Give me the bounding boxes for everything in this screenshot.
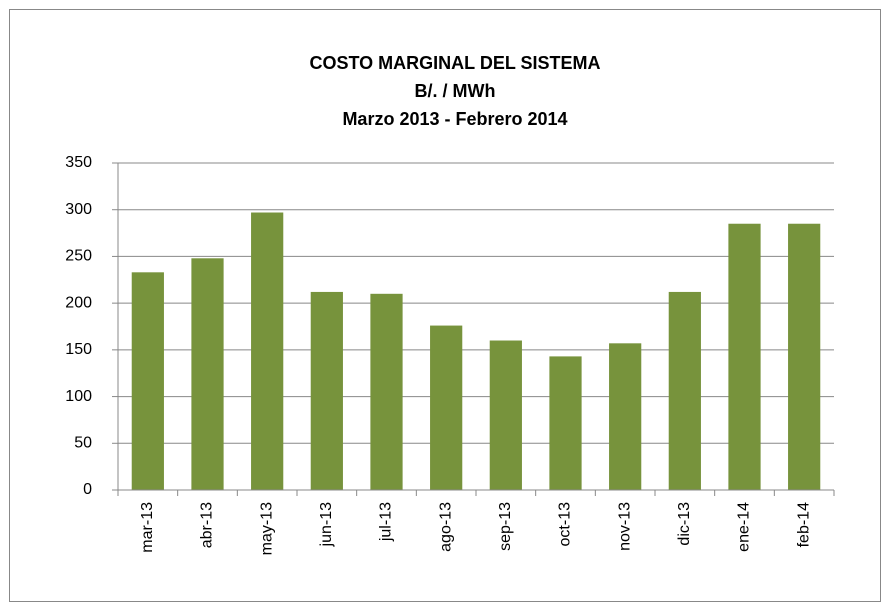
x-tick-label: mar-13 — [139, 502, 156, 553]
x-tick-label: oct-13 — [557, 502, 574, 547]
bar — [430, 325, 463, 490]
bar — [489, 340, 522, 490]
y-tick-label: 150 — [65, 341, 92, 358]
x-tick-label: jun-13 — [318, 502, 335, 548]
bar — [310, 291, 343, 490]
bar — [251, 212, 284, 490]
x-tick-label: ene-14 — [736, 502, 753, 552]
x-tick-label: nov-13 — [616, 502, 633, 551]
y-tick-label: 50 — [74, 435, 92, 452]
y-tick-label: 300 — [65, 201, 92, 218]
chart-title: COSTO MARGINAL DEL SISTEMA — [309, 53, 600, 73]
bar — [191, 258, 224, 490]
bar — [609, 343, 642, 490]
y-tick-label: 350 — [65, 154, 92, 171]
x-tick-label: abr-13 — [199, 502, 216, 548]
bar — [668, 291, 701, 490]
bar — [788, 223, 821, 490]
bar — [728, 223, 761, 490]
x-tick-label: may-13 — [258, 502, 275, 555]
bar — [549, 356, 582, 490]
y-tick-label: 100 — [65, 388, 92, 405]
bar — [131, 272, 164, 490]
y-tick-label: 0 — [83, 481, 92, 498]
x-tick-label: feb-14 — [795, 502, 812, 547]
chart-title: Marzo 2013 - Febrero 2014 — [342, 109, 567, 129]
y-tick-label: 250 — [65, 248, 92, 265]
x-tick-label: jul-13 — [378, 502, 395, 542]
x-tick-label: ago-13 — [437, 502, 454, 552]
x-tick-label: sep-13 — [497, 502, 514, 551]
bar — [370, 293, 403, 490]
chart-title: B/. / MWh — [415, 81, 496, 101]
y-tick-label: 200 — [65, 294, 92, 311]
x-tick-label: dic-13 — [676, 502, 693, 546]
